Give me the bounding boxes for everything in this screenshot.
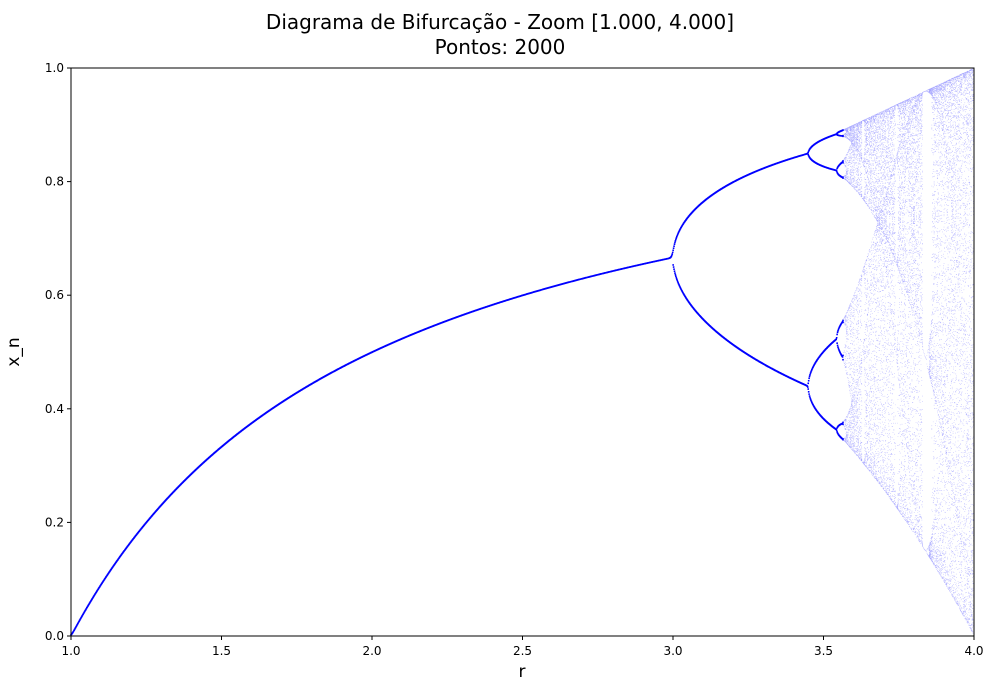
- chart-title: Diagrama de Bifurcação - Zoom [1.000, 4.…: [0, 10, 1000, 60]
- y-axis-label: x_n: [4, 337, 24, 367]
- y-ticks: 0.0 0.2 0.4 0.6 0.8 1.0: [45, 61, 71, 643]
- periodic-branch-points: [70, 129, 844, 636]
- x-tick-label: 4.0: [964, 644, 983, 658]
- x-tick-label: 3.0: [663, 644, 682, 658]
- x-tick-label: 2.5: [513, 644, 532, 658]
- x-tick-label: 1.5: [212, 644, 231, 658]
- chart-subtitle-line: Pontos: 2000: [434, 35, 566, 59]
- x-tick-label: 1.0: [61, 644, 80, 658]
- chaotic-region-points: [843, 67, 975, 637]
- x-axis-label: r: [518, 662, 526, 682]
- chart-title-line: Diagrama de Bifurcação - Zoom [1.000, 4.…: [265, 10, 735, 34]
- x-tick-label: 3.5: [814, 644, 833, 658]
- y-tick-label: 1.0: [45, 61, 64, 75]
- y-tick-label: 0.0: [45, 629, 64, 643]
- x-ticks: 1.0 1.5 2.0 2.5 3.0 3.5 4.0: [61, 636, 984, 658]
- y-tick-label: 0.2: [45, 515, 64, 529]
- axes-frame: [70, 67, 975, 637]
- x-tick-label: 2.0: [362, 644, 381, 658]
- y-tick-label: 0.6: [45, 288, 64, 302]
- y-tick-label: 0.8: [45, 175, 64, 189]
- points-layer: [70, 67, 975, 637]
- y-tick-label: 0.4: [45, 402, 64, 416]
